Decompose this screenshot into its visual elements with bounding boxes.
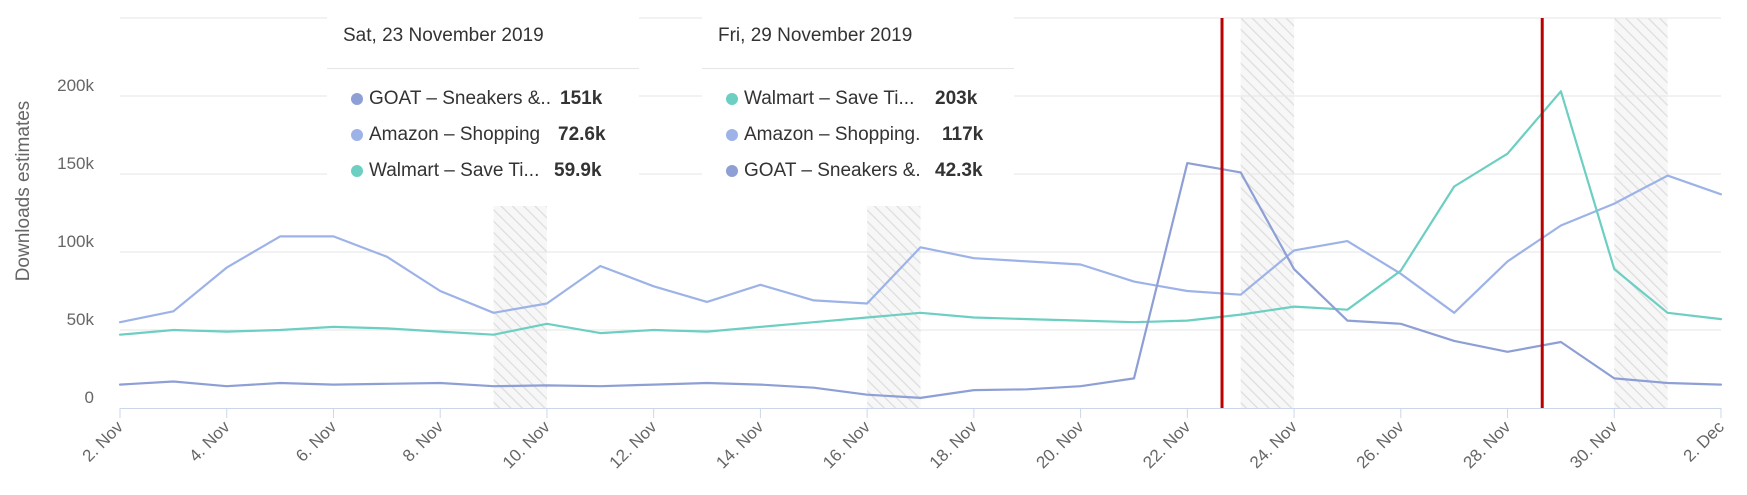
- tooltip-series-value: 151k: [560, 88, 603, 109]
- x-tick-label: 14. Nov: [712, 417, 767, 472]
- x-tick-label: 16. Nov: [819, 417, 874, 472]
- y-tick-label: 50k: [67, 310, 95, 329]
- y-tick-label: 150k: [57, 154, 94, 173]
- series-dot: [726, 165, 738, 177]
- x-tick-label: 28. Nov: [1459, 417, 1514, 472]
- series-lines: [118, 90, 1723, 399]
- x-tick-label: 4. Nov: [185, 417, 234, 466]
- series-line: [118, 90, 1723, 336]
- x-tick-label: 6. Nov: [292, 417, 341, 466]
- tooltip-series-name: Amazon – Shopping: [369, 124, 541, 145]
- series-dot: [726, 93, 738, 105]
- tooltip-row: GOAT – Sneakers &.. 151k: [327, 81, 639, 117]
- tooltip-series-name: Walmart – Save Ti...: [369, 160, 540, 181]
- x-tick-label: 30. Nov: [1566, 417, 1621, 472]
- tooltip-date: Sat, 23 November 2019: [327, 16, 639, 69]
- tooltip-nov-29: Fri, 29 November 2019 Walmart – Save Ti.…: [702, 16, 1014, 206]
- tooltip-series-value: 72.6k: [558, 124, 606, 145]
- x-tick-label: 10. Nov: [499, 417, 554, 472]
- y-tick-label: 100k: [57, 232, 94, 251]
- series-dot: [351, 165, 363, 177]
- weekend-band: [1240, 18, 1295, 408]
- x-tick-label: 8. Nov: [399, 417, 448, 466]
- tooltip-series-name: GOAT – Sneakers &.: [744, 160, 921, 181]
- y-axis-ticks: 0 50k 100k 150k 200k: [57, 76, 94, 407]
- series-dot: [351, 129, 363, 141]
- x-axis-ticks: 2. Nov 4. Nov 6. Nov 8. Nov 10. Nov 12. Nov 14…: [79, 408, 1729, 472]
- series-dot: [351, 93, 363, 105]
- x-tick-label: 12. Nov: [606, 417, 661, 472]
- tooltip-date: Fri, 29 November 2019: [702, 16, 1014, 69]
- tooltip-row: Amazon – Shopping 72.6k: [327, 117, 639, 153]
- y-tick-label: 0: [85, 388, 94, 407]
- x-tick-label: 2. Dec: [1680, 417, 1729, 466]
- weekend-band: [1614, 18, 1668, 408]
- x-tick-label: 18. Nov: [926, 417, 981, 472]
- tooltip-series-name: Amazon – Shopping.: [744, 124, 921, 145]
- y-tick-label: 200k: [57, 76, 94, 95]
- series-line: [118, 162, 1723, 399]
- tooltip-series-name: Walmart – Save Ti...: [744, 88, 915, 109]
- y-axis-title: Downloads estimates: [13, 101, 34, 282]
- tooltip-series-value: 59.9k: [554, 160, 602, 181]
- series-line: [118, 174, 1723, 324]
- x-tick-label: 22. Nov: [1139, 417, 1194, 472]
- x-tick-label: 26. Nov: [1353, 417, 1408, 472]
- tooltip-series-value: 42.3k: [935, 160, 983, 181]
- tooltip-series-name: GOAT – Sneakers &..: [369, 88, 551, 109]
- tooltip-row: Amazon – Shopping. 117k: [702, 117, 1014, 153]
- tooltip-row: GOAT – Sneakers &. 42.3k: [702, 153, 1014, 189]
- x-tick-label: 20. Nov: [1033, 417, 1088, 472]
- tooltip-row: Walmart – Save Ti... 59.9k: [327, 153, 639, 189]
- crosshair-markers: [1220, 18, 1544, 408]
- tooltip-series-value: 117k: [942, 124, 984, 145]
- tooltip-series-value: 203k: [935, 88, 978, 109]
- tooltip-row: Walmart – Save Ti... 203k: [702, 81, 1014, 117]
- x-tick-label: 2. Nov: [79, 417, 128, 466]
- tooltip-nov-23: Sat, 23 November 2019 GOAT – Sneakers &.…: [327, 16, 639, 206]
- x-tick-label: 24. Nov: [1246, 417, 1301, 472]
- series-dot: [726, 129, 738, 141]
